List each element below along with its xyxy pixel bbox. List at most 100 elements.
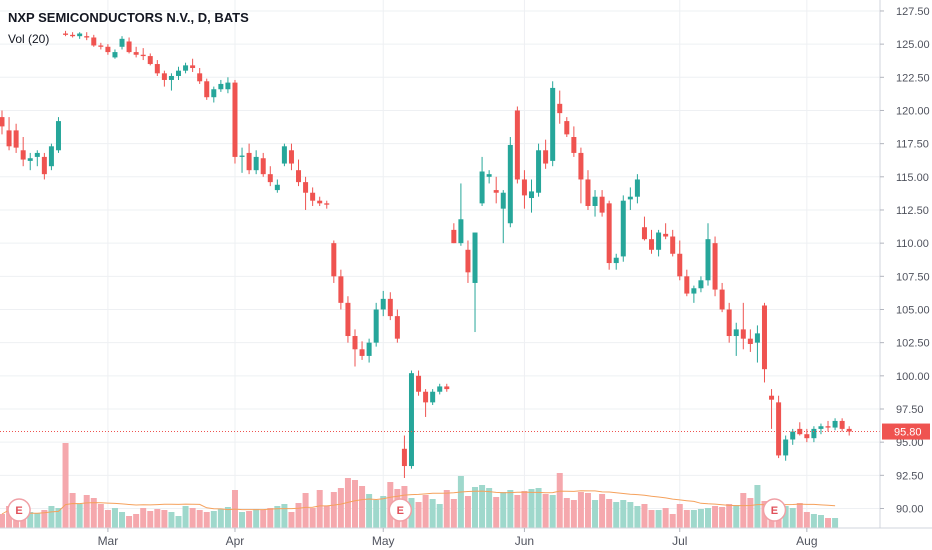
earnings-marker-label: E — [771, 505, 778, 517]
volume-bar — [161, 510, 167, 528]
volume-bar — [747, 498, 753, 528]
candle — [225, 77, 230, 93]
volume-bar — [204, 512, 210, 528]
candle — [345, 296, 350, 342]
y-tick-label: 100.00 — [896, 371, 930, 383]
candle — [56, 117, 61, 153]
candle — [430, 389, 435, 405]
candle — [317, 197, 322, 206]
volume-bar — [70, 493, 76, 528]
volume-bar — [641, 504, 647, 528]
candle — [21, 137, 26, 166]
volume-bar — [225, 507, 231, 528]
candle — [473, 233, 478, 333]
candle — [480, 157, 485, 206]
candle — [247, 144, 252, 175]
candle — [557, 91, 562, 124]
candle — [395, 309, 400, 342]
y-tick-label: 127.50 — [896, 6, 930, 18]
earnings-marker[interactable]: E — [763, 499, 785, 521]
candle — [310, 187, 315, 206]
candle — [713, 237, 718, 297]
candle — [755, 325, 760, 362]
candle — [585, 170, 590, 210]
candle — [49, 144, 54, 171]
volume-bar — [105, 510, 111, 528]
earnings-marker[interactable]: E — [8, 499, 30, 521]
volume-bar — [154, 509, 160, 528]
candle — [840, 418, 845, 431]
candle — [416, 371, 421, 396]
volume-bar — [246, 511, 252, 528]
candle — [797, 422, 802, 435]
earnings-marker[interactable]: E — [389, 499, 411, 521]
y-tick-label: 117.50 — [896, 139, 929, 151]
volume-bar — [571, 500, 577, 528]
candle — [91, 35, 96, 47]
volume-bar — [550, 495, 556, 528]
candle — [120, 36, 125, 49]
volume-bar — [63, 443, 69, 528]
candle — [155, 60, 160, 76]
volume-bar — [620, 500, 626, 528]
volume-bar — [296, 503, 302, 528]
volume-bar — [176, 516, 182, 528]
candle — [388, 292, 393, 320]
candles — [0, 31, 852, 478]
earnings-marker-label: E — [397, 505, 404, 517]
candle — [105, 44, 110, 55]
candle — [720, 283, 725, 312]
candle — [607, 201, 612, 270]
y-tick-label: 105.00 — [896, 304, 930, 316]
volume-bar — [239, 512, 245, 528]
volume-bar — [458, 476, 464, 528]
volume-bar — [627, 502, 633, 528]
x-axis[interactable]: Mar Apr May Jun Jul Aug — [0, 528, 932, 548]
y-tick-label: 110.00 — [896, 238, 929, 250]
candle — [776, 396, 781, 458]
chart-title: NXP SEMICONDUCTORS N.V., D, BATS — [8, 10, 249, 25]
candle — [833, 418, 838, 430]
volume-bar — [500, 492, 506, 528]
candle — [35, 150, 40, 166]
candle — [691, 286, 696, 303]
volume-bar — [677, 504, 683, 528]
volume-bar — [98, 504, 104, 528]
volume-bar — [211, 511, 217, 528]
candle — [522, 170, 527, 208]
candle — [112, 49, 117, 58]
volume-bar — [0, 514, 5, 528]
candle — [515, 106, 520, 183]
volume-bar — [663, 508, 669, 528]
y-axis[interactable]: 90.00 92.50 95.00 97.50 100.00 102.50 105.00 10… — [880, 0, 932, 550]
volume-bar — [168, 512, 174, 528]
candle — [818, 424, 823, 435]
volume-bar — [317, 490, 323, 528]
candle — [811, 426, 816, 442]
volume-bar — [310, 508, 316, 528]
candle — [762, 303, 767, 383]
y-tick-label: 90.00 — [896, 503, 924, 515]
candle — [663, 223, 668, 239]
volume-bar — [797, 503, 803, 528]
volume-bar — [592, 500, 598, 528]
candle — [190, 59, 195, 72]
candle — [183, 63, 188, 74]
volume-bar — [507, 490, 513, 528]
volume-bar — [331, 492, 337, 528]
volume-bar — [77, 504, 83, 528]
x-tick-label: Jul — [672, 534, 687, 548]
candle — [381, 291, 386, 316]
volume-bar — [832, 518, 838, 528]
volume-bar — [585, 493, 591, 528]
volume-bar — [514, 495, 520, 528]
candle — [600, 190, 605, 217]
volume-indicator-label[interactable]: Vol (20) — [8, 32, 49, 46]
volume-bar — [825, 518, 831, 528]
volume-bar — [338, 488, 344, 528]
y-tick-label: 122.50 — [896, 72, 930, 84]
candle — [578, 148, 583, 204]
volume-bar — [691, 510, 697, 528]
